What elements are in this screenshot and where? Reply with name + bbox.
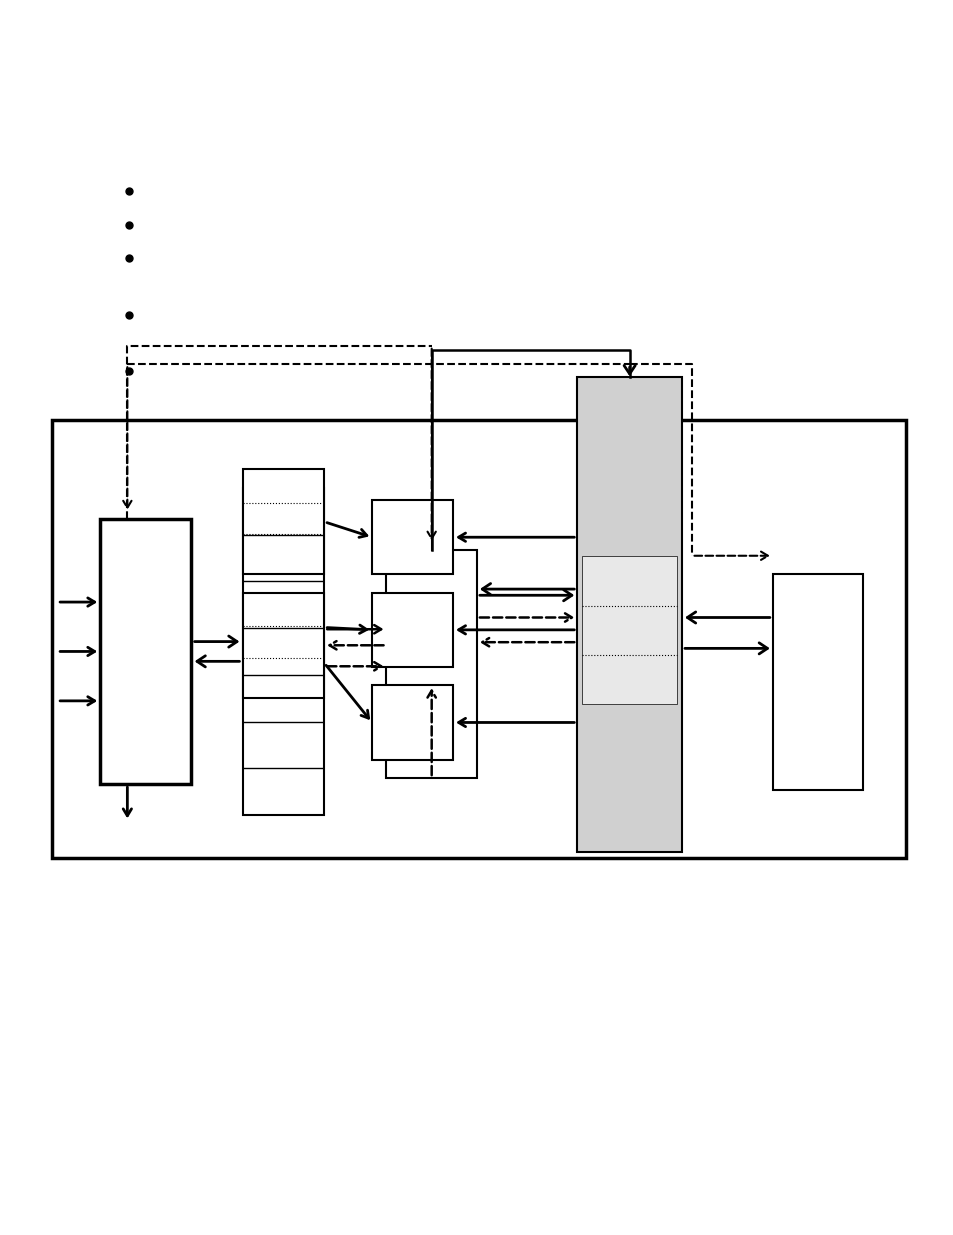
Bar — [577, 377, 681, 852]
Bar — [52, 420, 905, 858]
Bar — [243, 593, 324, 698]
Bar — [372, 500, 453, 574]
Bar — [372, 685, 453, 760]
Bar — [772, 574, 862, 790]
Bar — [243, 488, 324, 815]
Bar — [243, 469, 324, 574]
Bar — [372, 593, 453, 667]
Bar — [581, 556, 677, 704]
Bar — [100, 519, 191, 784]
Bar — [386, 550, 476, 778]
